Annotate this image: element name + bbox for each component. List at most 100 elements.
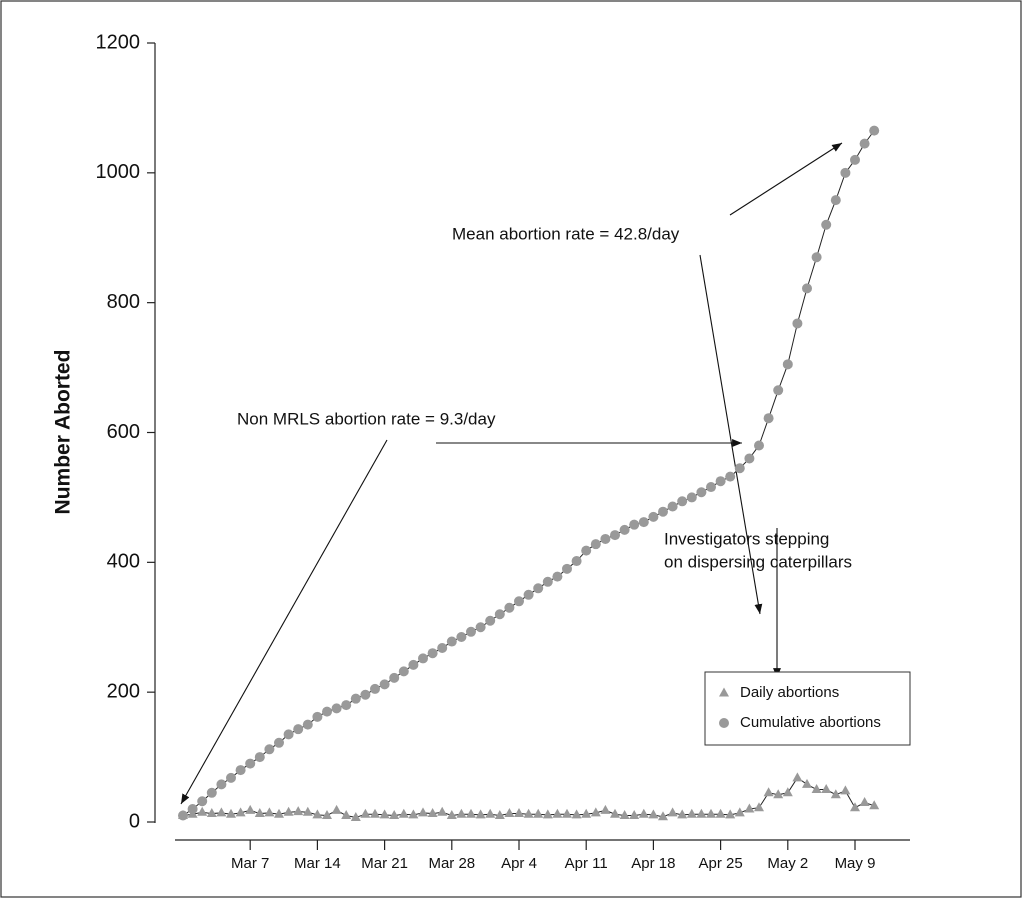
data-point [830, 195, 841, 206]
x-tick-label: Apr 11 [565, 855, 608, 872]
data-point [571, 556, 582, 567]
data-point [178, 810, 188, 821]
data-point [389, 810, 400, 820]
data-point [456, 808, 467, 818]
legend-marker [719, 687, 729, 697]
data-point [600, 533, 611, 544]
data-point [869, 125, 880, 136]
data-point [427, 808, 438, 818]
data-point [610, 530, 620, 541]
data-point [360, 808, 371, 818]
data-point [830, 789, 841, 799]
annotation-arrows [180, 142, 843, 805]
data-point [552, 808, 563, 818]
data-point [802, 778, 812, 788]
data-point [773, 385, 784, 396]
data-point [370, 808, 380, 818]
x-tick-label: May 9 [835, 855, 876, 872]
data-point [715, 476, 726, 487]
data-point [523, 808, 534, 818]
data-point [773, 789, 784, 799]
data-point [226, 772, 236, 783]
data-point [686, 492, 697, 503]
data-point [216, 807, 227, 817]
data-point [293, 724, 304, 735]
data-point [629, 519, 640, 530]
data-point [533, 583, 544, 594]
data-point [782, 787, 793, 797]
data-point [283, 729, 294, 740]
data-point [734, 463, 745, 474]
data-point [667, 501, 678, 512]
data-point [744, 453, 755, 464]
data-point [494, 810, 505, 820]
x-tick-label: Apr 4 [501, 855, 537, 872]
data-point [706, 482, 716, 493]
data-point [619, 524, 630, 535]
data-point [811, 784, 822, 794]
data-point [590, 807, 601, 817]
data-point [418, 807, 428, 817]
data-point [379, 809, 390, 819]
arrow [180, 439, 388, 805]
data-point [302, 806, 313, 816]
data-point [802, 283, 812, 294]
data-point [312, 809, 323, 819]
data-point [754, 440, 764, 451]
data-point [840, 785, 851, 795]
legend [704, 671, 911, 746]
data-point [706, 808, 716, 818]
data-point [475, 622, 486, 633]
data-point [206, 808, 217, 818]
x-tick-label: Apr 25 [698, 855, 742, 872]
data-point [514, 808, 524, 818]
data-point [581, 808, 592, 818]
data-point [869, 800, 880, 810]
x-tick-label: Mar 28 [428, 855, 475, 872]
data-point [485, 615, 496, 626]
annotation: Investigators stepping [664, 529, 829, 548]
data-point [725, 471, 736, 482]
legend-label: Cumulative abortions [740, 714, 881, 731]
legend-marker [719, 718, 729, 728]
data-point [523, 589, 534, 600]
data-point [571, 809, 582, 819]
data-point [792, 318, 803, 329]
data-point [446, 636, 457, 647]
annotation: on dispersing caterpillars [664, 552, 852, 571]
data-point [245, 804, 256, 814]
data-point [552, 571, 563, 582]
y-tick-label: 400 [107, 551, 140, 573]
data-point [763, 413, 774, 424]
data-point [398, 666, 409, 677]
data-point [197, 806, 208, 816]
y-tick-label: 800 [107, 291, 140, 313]
y-tick-label: 1200 [96, 31, 141, 53]
data-point [341, 700, 352, 711]
data-point [446, 810, 457, 820]
data-point [821, 784, 832, 794]
data-point [360, 689, 371, 700]
data-point [562, 563, 572, 574]
data-point [581, 545, 592, 556]
data-point [350, 811, 361, 821]
data-point [322, 706, 332, 717]
x-tick-label: May 2 [767, 855, 808, 872]
data-point [408, 659, 419, 670]
data-point [456, 631, 467, 642]
data-point [850, 154, 860, 165]
data-point [312, 711, 323, 722]
data-point [600, 804, 611, 814]
data-point [264, 807, 275, 817]
data-point [437, 806, 448, 816]
data-point [187, 804, 198, 815]
y-tick-label: 600 [107, 421, 140, 443]
legend-label: Daily abortions [740, 684, 839, 701]
data-point [254, 752, 265, 763]
data-point [677, 496, 688, 507]
data-point [466, 626, 476, 637]
data-point [254, 808, 265, 818]
annotation: Mean abortion rate = 42.8/day [452, 224, 680, 243]
data-point [696, 808, 707, 818]
